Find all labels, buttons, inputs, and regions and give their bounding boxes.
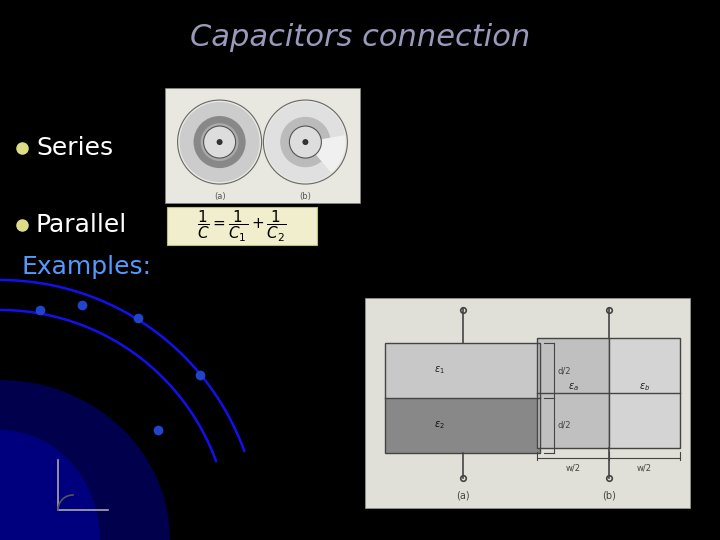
Text: $\varepsilon_2$: $\varepsilon_2$ [434,420,445,431]
FancyBboxPatch shape [608,338,680,448]
Text: $\varepsilon_1$: $\varepsilon_1$ [434,364,445,376]
Circle shape [266,102,346,182]
Text: (b): (b) [300,192,311,201]
Circle shape [204,126,235,158]
FancyBboxPatch shape [537,338,608,448]
Text: Parallel: Parallel [36,213,127,237]
FancyBboxPatch shape [365,298,690,508]
Ellipse shape [0,430,100,540]
Text: $\varepsilon_b$: $\varepsilon_b$ [639,382,650,394]
Circle shape [302,139,308,145]
Circle shape [217,139,222,145]
Text: w/2: w/2 [637,463,652,472]
Text: Examples:: Examples: [22,255,152,279]
Wedge shape [315,135,346,173]
FancyBboxPatch shape [167,207,317,245]
Text: (a): (a) [456,491,469,501]
Text: Series: Series [36,136,113,160]
Ellipse shape [0,380,170,540]
Text: (a): (a) [214,192,225,201]
Text: Capacitors connection: Capacitors connection [190,24,530,52]
Circle shape [280,117,330,167]
Circle shape [194,116,246,168]
Circle shape [201,123,238,161]
Circle shape [289,126,321,158]
FancyBboxPatch shape [385,343,540,398]
Text: w/2: w/2 [565,463,580,472]
Text: d/2: d/2 [557,421,570,430]
Text: d/2: d/2 [557,366,570,375]
FancyBboxPatch shape [165,88,360,203]
Text: $\dfrac{1}{C} = \dfrac{1}{C_1} + \dfrac{1}{C_2}$: $\dfrac{1}{C} = \dfrac{1}{C_1} + \dfrac{… [197,208,287,244]
Circle shape [179,102,260,182]
Text: $\varepsilon_a$: $\varepsilon_a$ [567,382,578,394]
FancyBboxPatch shape [385,398,540,453]
Text: (b): (b) [602,491,616,501]
